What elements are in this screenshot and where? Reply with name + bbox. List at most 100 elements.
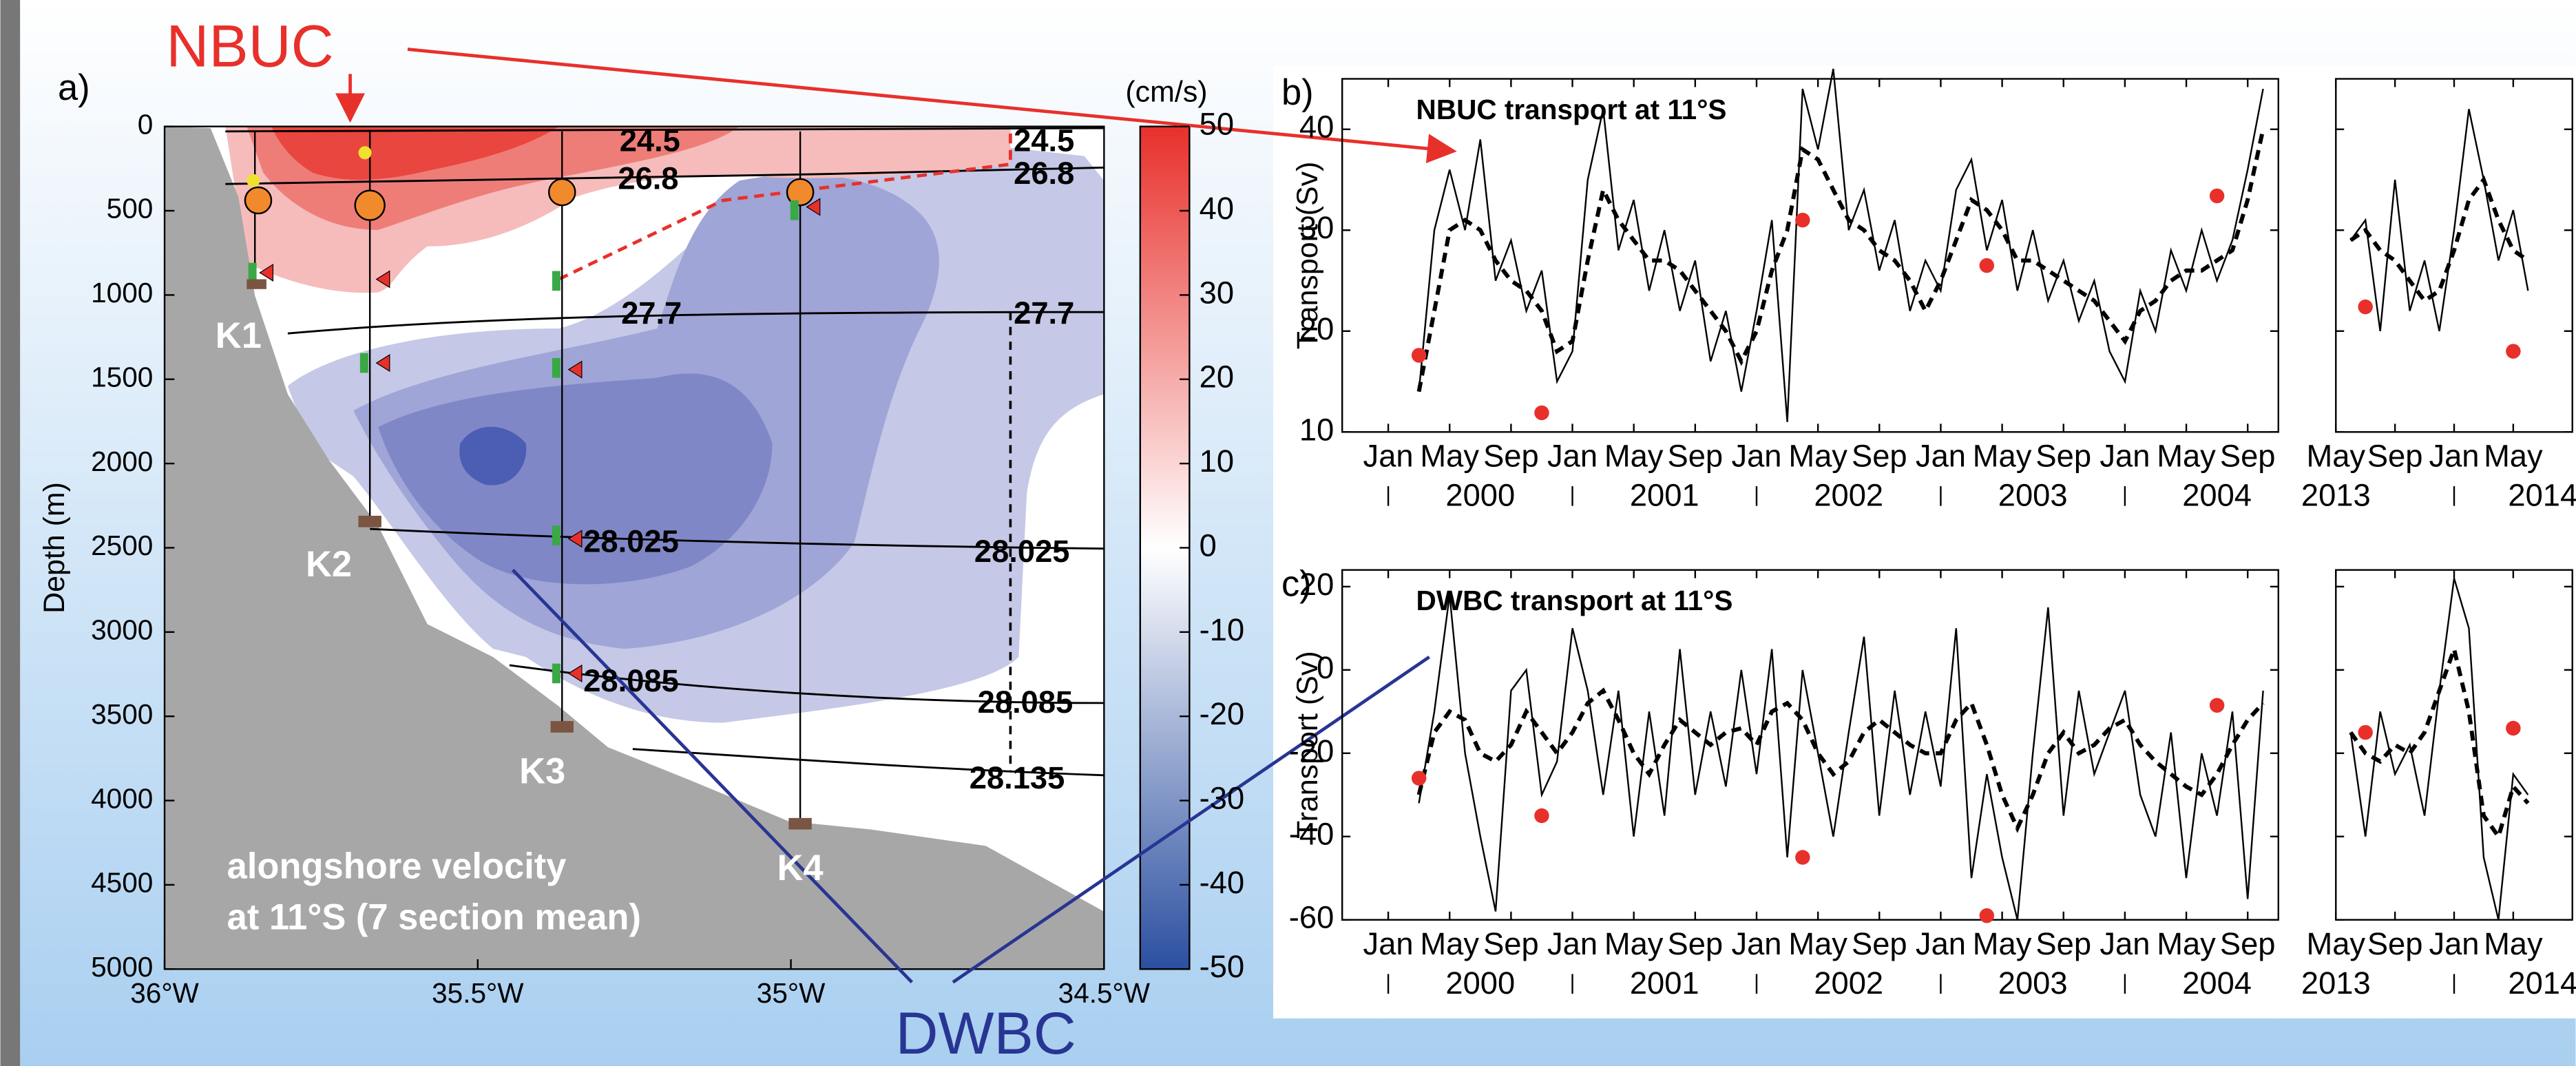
series-line	[1418, 594, 2264, 920]
x-group-label: 2004	[2182, 478, 2252, 513]
x-tick-label: May	[1788, 438, 1847, 473]
x-tick-label: Sep	[1483, 438, 1539, 473]
series-line	[2349, 642, 2530, 842]
data-point	[1795, 850, 1810, 865]
data-point	[2209, 698, 2225, 713]
x-tick-label: 36°W	[130, 977, 199, 1009]
x-tick-label: May	[2484, 926, 2543, 961]
isopycnal-label: 24.5	[620, 123, 680, 158]
x-tick-label: May	[1420, 438, 1479, 473]
x-tick-label: Jan	[1916, 926, 1966, 961]
x-tick-label: 34.5°W	[1058, 977, 1151, 1009]
x-tick-label: Jan	[1547, 926, 1598, 961]
x-tick-label: May	[2306, 926, 2365, 961]
colorbar-tick-label: 20	[1200, 359, 1234, 395]
colorbar-tick-label: 0	[1200, 527, 1217, 563]
x-group-label: 2000	[1445, 478, 1515, 513]
data-point	[2506, 720, 2521, 736]
x-tick-label: Sep	[2035, 926, 2091, 961]
data-point	[1411, 348, 1427, 363]
data-point	[2358, 299, 2373, 315]
y-tick-label: 2500	[91, 530, 153, 561]
x-tick-label: May	[1973, 438, 2032, 473]
x-tick-label: Sep	[2367, 438, 2423, 473]
x-tick-label: Jan	[2099, 438, 2150, 473]
y-axis-label: Depth (m)	[38, 482, 71, 614]
y-tick-label: -40	[1289, 817, 1334, 852]
x-tick-label: Jan	[2099, 926, 2150, 961]
colorbar-tick-label: -10	[1200, 612, 1244, 647]
bathymetry	[165, 126, 1104, 970]
data-point	[1534, 808, 1549, 824]
x-tick-label: Sep	[1668, 926, 1724, 961]
y-tick-label: 3000	[91, 614, 153, 646]
data-point	[2358, 724, 2373, 740]
series-line	[2349, 109, 2529, 332]
mooring-label: K4	[777, 848, 824, 888]
x-tick-label: Sep	[2367, 926, 2423, 961]
data-point	[1534, 405, 1549, 421]
y-tick-label: 0	[138, 108, 154, 140]
colorbar-tick-label: 30	[1200, 275, 1234, 310]
contour-fill	[459, 426, 527, 485]
y-tick-label: 4500	[91, 867, 153, 899]
colorbar-tick-label: -50	[1200, 949, 1244, 984]
x-group-label: 2000	[1445, 965, 1515, 1001]
x-tick-label: May	[1604, 438, 1664, 473]
x-tick-label: 35.5°W	[432, 977, 524, 1009]
x-group-label: 2003	[1998, 965, 2068, 1001]
contours	[165, 126, 1104, 970]
data-point	[1979, 908, 1995, 923]
y-tick-label: 5000	[91, 951, 153, 983]
y-tick-label: 30	[1299, 210, 1334, 245]
panel-label: a)	[58, 68, 90, 108]
y-tick-label: 0	[1317, 650, 1334, 685]
x-group-label: 2014	[2508, 478, 2576, 513]
contour-fill	[271, 126, 559, 180]
isopycnal-label: 27.7	[1014, 295, 1074, 331]
isopycnal-label: 28.085	[583, 663, 679, 698]
y-tick-label: -20	[1289, 733, 1334, 769]
chart-title: NBUC transport at 11°S	[1416, 94, 1727, 125]
y-axis-label: Transport (Sv)	[1291, 651, 1324, 839]
x-group-label: 2013	[2301, 478, 2371, 513]
instruments	[244, 146, 821, 830]
x-tick-label: Sep	[2035, 438, 2091, 473]
y-axis-label: Transport (Sv)	[1291, 162, 1324, 350]
data-point	[1795, 212, 1810, 228]
y-tick-label: 4000	[91, 782, 153, 814]
colorbar-tick-label: -20	[1200, 696, 1244, 731]
colorbar-label: (cm/s)	[1125, 75, 1207, 108]
y-tick-label: 20	[1299, 567, 1334, 602]
x-tick-label: Jan	[1731, 926, 1781, 961]
isopycnal-label: 28.025	[583, 523, 679, 558]
mooring-label: K1	[216, 316, 262, 356]
y-tick-label: 1500	[91, 361, 153, 393]
x-tick-label: Jan	[1363, 926, 1414, 961]
isopycnal-label: 27.7	[621, 295, 682, 331]
panel-label: b)	[1281, 73, 1314, 113]
x-tick-label: Jan	[1547, 438, 1598, 473]
current-label: NBUC	[166, 14, 333, 80]
data-point	[2209, 188, 2225, 204]
arrow	[952, 656, 1430, 984]
x-tick-label: Jan	[1916, 438, 1966, 473]
y-tick-label: 2000	[91, 446, 153, 477]
y-tick-label: 20	[1299, 311, 1334, 346]
x-group-label: 2003	[1998, 478, 2068, 513]
plot-frame	[1341, 569, 2279, 921]
side-bar	[0, 0, 21, 1066]
colorbar-tick-label: 10	[1200, 443, 1234, 479]
data-point	[1411, 771, 1427, 786]
panel-label: c)	[1281, 564, 1312, 604]
isopycnal-label: 26.8	[618, 160, 678, 196]
x-tick-label: Jan	[1731, 438, 1781, 473]
colorbar-tick-label: 50	[1200, 107, 1234, 142]
x-tick-label: Jan	[2429, 438, 2479, 473]
colorbar-tick-label: -30	[1200, 781, 1244, 816]
data-point	[2506, 344, 2521, 359]
mooring-label: K3	[519, 751, 565, 791]
x-tick-label: May	[1788, 926, 1847, 961]
isopycnal-label: 28.085	[978, 684, 1074, 720]
x-group-label: 2002	[1814, 478, 1883, 513]
